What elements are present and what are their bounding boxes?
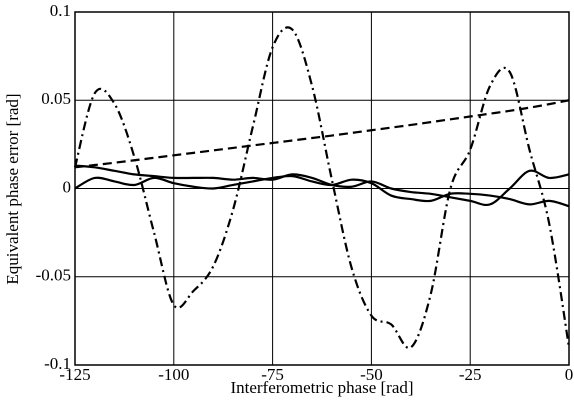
y-tick-label: 0: [63, 177, 72, 196]
line-series: [74, 164, 570, 206]
plot-frame: [74, 11, 570, 366]
x-tick-label: -125: [59, 365, 90, 384]
line-series: [74, 174, 570, 208]
x-axis-label: Interferometric phase [rad]: [230, 378, 413, 397]
y-tick-label: -0.1: [44, 354, 71, 373]
y-tick-label: 0.1: [50, 1, 71, 20]
x-tick-label: -100: [158, 365, 189, 384]
y-tick-label: 0.05: [41, 89, 71, 108]
x-tick-label: -50: [360, 365, 383, 384]
y-axis-label: Equivalent phase error [rad]: [3, 93, 22, 284]
line-series: [73, 26, 571, 350]
x-tick-label: -25: [459, 365, 482, 384]
x-tick-label: 0: [565, 365, 574, 384]
x-tick-label: -75: [261, 365, 284, 384]
y-tick-label: -0.05: [36, 266, 71, 285]
